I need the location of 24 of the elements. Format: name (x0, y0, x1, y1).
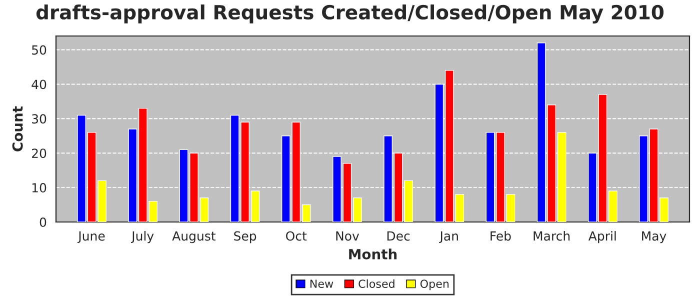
x-tick-label: August (172, 231, 216, 244)
x-tick-label: Oct (286, 231, 307, 241)
y-tick-label: 40 (32, 80, 46, 90)
y-tick-label: 10 (32, 183, 46, 192)
y-tick-label: 50 (32, 45, 46, 55)
y-axis-title: Count (12, 106, 23, 152)
legend-label: Closed (358, 279, 394, 288)
x-tick-label: April (588, 231, 616, 244)
x-tick-label: Jan (439, 231, 458, 244)
x-tick-label: Nov (336, 231, 360, 241)
x-tick-label: March (534, 231, 570, 241)
legend-label: New (310, 280, 334, 288)
y-tick-label: 30 (32, 114, 46, 124)
legend-label: Open (420, 280, 449, 290)
x-tick-label: June (78, 231, 105, 244)
x-tick-label: May (642, 231, 666, 244)
x-tick-label: July (130, 231, 154, 244)
x-axis-title: Month (349, 248, 397, 260)
y-tick-label: 20 (32, 148, 46, 158)
x-tick-label: Feb (490, 231, 511, 241)
x-tick-label: Sep (234, 231, 256, 244)
chart-title: drafts-approval Requests Created/Closed/Open May 2010 (36, 4, 664, 24)
x-tick-label: Dec (387, 231, 410, 241)
y-tick-label: 0 (40, 217, 46, 227)
